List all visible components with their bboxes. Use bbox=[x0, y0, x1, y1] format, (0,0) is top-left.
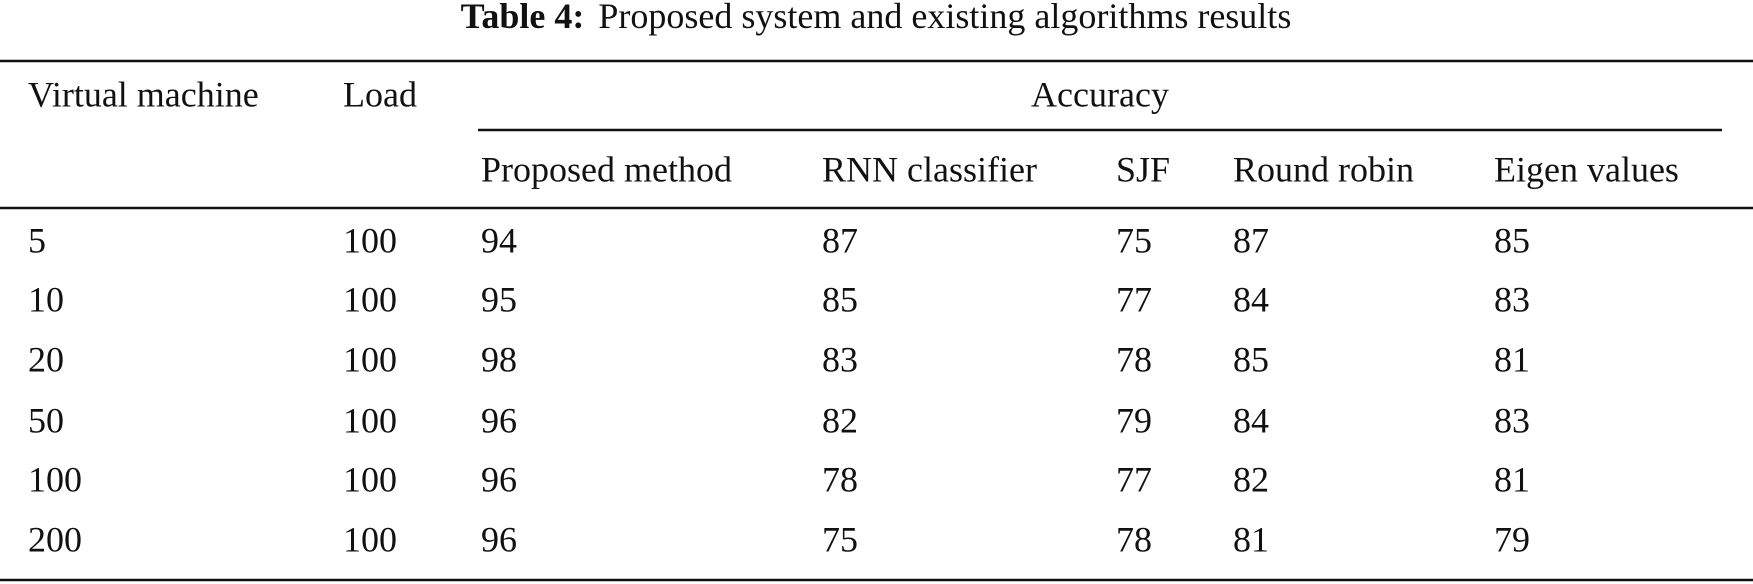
group-header: Accuracy bbox=[1031, 74, 1169, 114]
table-cell: 50 bbox=[28, 400, 64, 440]
table-cell: 84 bbox=[1233, 400, 1269, 440]
table-cell: 79 bbox=[1494, 519, 1530, 559]
table-cell: 85 bbox=[1494, 220, 1530, 260]
table-cell: 94 bbox=[481, 220, 517, 260]
table-cell: 20 bbox=[28, 339, 64, 379]
table-cell: 83 bbox=[1494, 279, 1530, 319]
column-subheader: RNN classifier bbox=[822, 149, 1037, 189]
table-cell: 96 bbox=[481, 519, 517, 559]
table-cell: 87 bbox=[1233, 220, 1269, 260]
table-cell: 81 bbox=[1494, 339, 1530, 379]
table-cell: 87 bbox=[822, 220, 858, 260]
table-cell: 81 bbox=[1494, 459, 1530, 499]
table-caption: Table 4: Proposed system and existing alg… bbox=[461, 0, 1292, 36]
table-cell: 84 bbox=[1233, 279, 1269, 319]
column-subheader: Round robin bbox=[1233, 149, 1414, 189]
caption-label: Table 4: bbox=[461, 0, 585, 36]
column-subheader: SJF bbox=[1116, 149, 1170, 189]
column-subheader: Proposed method bbox=[481, 149, 732, 189]
table-cell: 96 bbox=[481, 400, 517, 440]
table-cell: 10 bbox=[28, 279, 64, 319]
table-cell: 78 bbox=[1116, 519, 1152, 559]
table-cell: 85 bbox=[1233, 339, 1269, 379]
table-cell: 95 bbox=[481, 279, 517, 319]
table-cell: 100 bbox=[343, 400, 397, 440]
column-header: Load bbox=[343, 74, 417, 114]
table-cell: 82 bbox=[822, 400, 858, 440]
table-cell: 100 bbox=[28, 459, 82, 499]
table-cell: 75 bbox=[1116, 220, 1152, 260]
table-cell: 100 bbox=[343, 519, 397, 559]
table-cell: 85 bbox=[822, 279, 858, 319]
table-cell: 200 bbox=[28, 519, 82, 559]
table-cell: 79 bbox=[1116, 400, 1152, 440]
caption-text: Proposed system and existing algorithms … bbox=[598, 0, 1291, 36]
table-cell: 98 bbox=[481, 339, 517, 379]
table-cell: 83 bbox=[1494, 400, 1530, 440]
table-cell: 5 bbox=[28, 220, 46, 260]
table-cell: 100 bbox=[343, 279, 397, 319]
table-cell: 82 bbox=[1233, 459, 1269, 499]
table-cell: 77 bbox=[1116, 459, 1152, 499]
table-cell: 83 bbox=[822, 339, 858, 379]
table-cell: 81 bbox=[1233, 519, 1269, 559]
table-cell: 96 bbox=[481, 459, 517, 499]
table-cell: 75 bbox=[822, 519, 858, 559]
table-cell: 100 bbox=[343, 459, 397, 499]
table-cell: 78 bbox=[822, 459, 858, 499]
table-cell: 78 bbox=[1116, 339, 1152, 379]
table-cell: 100 bbox=[343, 339, 397, 379]
table-cell: 100 bbox=[343, 220, 397, 260]
column-header: Virtual machine bbox=[28, 74, 259, 114]
column-subheader: Eigen values bbox=[1494, 149, 1679, 189]
table-cell: 77 bbox=[1116, 279, 1152, 319]
